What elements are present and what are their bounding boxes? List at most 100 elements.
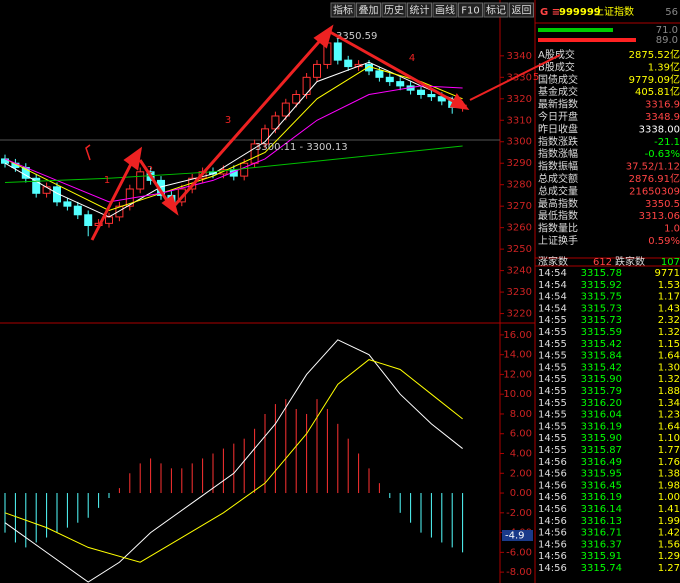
y-tick-label: 14.00 xyxy=(503,350,532,361)
tick-time: 14:56 xyxy=(538,480,567,491)
toolbar-button[interactable] xyxy=(407,2,432,18)
tick-price: 3316.04 xyxy=(581,410,622,421)
y-tick-label: 4.00 xyxy=(510,449,532,460)
tick-time: 14:55 xyxy=(538,398,567,409)
y-tick-label: 3300 xyxy=(507,137,532,148)
candle-body xyxy=(115,205,124,218)
tick-volume: 1.53 xyxy=(658,280,680,291)
step-label: 2 xyxy=(147,165,153,176)
toolbar-label[interactable]: 画线 xyxy=(435,4,455,17)
breadth-value: 107 xyxy=(661,257,680,268)
tick-time: 14:56 xyxy=(538,539,567,550)
tick-time: 14:54 xyxy=(538,268,567,279)
stat-label: B股成交 xyxy=(538,60,575,73)
range-label: 3300.11 - 3300.13 xyxy=(255,142,348,153)
tick-time: 14:56 xyxy=(538,492,567,503)
tick-price: 3315.91 xyxy=(581,551,622,562)
toolbar-label[interactable]: 返回 xyxy=(512,5,532,17)
candle-body xyxy=(333,42,342,61)
indicator-line xyxy=(4,359,463,563)
tick-volume: 1.17 xyxy=(658,292,680,303)
breadth-label: 跌家数 xyxy=(615,255,645,268)
indicator-line xyxy=(4,339,463,583)
tick-volume: 9771 xyxy=(655,268,680,279)
tick-volume: 1.23 xyxy=(658,410,680,421)
tick-price: 3316.71 xyxy=(581,528,622,539)
candle-body xyxy=(292,93,301,104)
y-tick-label: 3280 xyxy=(507,180,532,191)
toolbar-button[interactable] xyxy=(458,2,483,18)
cursor-box xyxy=(502,530,533,541)
toolbar-label[interactable]: 标记 xyxy=(486,5,506,17)
tick-time: 14:54 xyxy=(538,292,567,303)
stat-label: 最低指数 xyxy=(538,209,578,222)
y-tick-label: 3270 xyxy=(507,201,532,212)
toolbar-label[interactable]: 指标 xyxy=(333,4,353,17)
candle-body xyxy=(73,205,82,216)
tick-price: 3315.73 xyxy=(581,315,622,326)
stat-label: 国债成交 xyxy=(538,73,578,86)
y-tick-label: 3320 xyxy=(507,94,532,105)
toolbar-label[interactable]: 叠加 xyxy=(359,5,379,17)
stat-value: 3348.9 xyxy=(645,112,680,123)
stat-value: 3316.9 xyxy=(645,100,680,111)
tick-volume: 1.42 xyxy=(658,528,680,539)
y-tick-label: 6.00 xyxy=(510,429,532,440)
indicator-line xyxy=(4,85,463,203)
stat-label: 指数量比 xyxy=(538,222,578,235)
tick-volume: 1.43 xyxy=(658,303,680,314)
y-tick-label: 3250 xyxy=(507,244,532,255)
tick-price: 3315.74 xyxy=(581,563,622,574)
candle-body xyxy=(385,76,394,83)
stat-value: 1.0 xyxy=(664,224,680,235)
candle-body xyxy=(417,89,425,95)
toolbar-button[interactable] xyxy=(483,2,509,18)
header-prefix: G ≡ xyxy=(540,7,560,18)
tick-price: 3315.73 xyxy=(581,303,622,314)
tick-volume: 1.41 xyxy=(658,504,680,515)
high-label: 3350.59 xyxy=(336,31,377,42)
tick-time: 14:55 xyxy=(538,315,567,326)
header-name: 上证指数 xyxy=(594,5,634,18)
toolbar-button[interactable] xyxy=(381,2,407,18)
toolbar-label[interactable]: 统计 xyxy=(410,4,430,17)
tick-volume: 1.64 xyxy=(658,421,680,432)
y-tick-label: -6.00 xyxy=(506,547,532,558)
toolbar-button[interactable] xyxy=(330,2,356,18)
toolbar-button[interactable] xyxy=(432,2,458,18)
y-tick-label: 3310 xyxy=(507,115,532,126)
stat-value: -21.1 xyxy=(654,137,680,148)
indicator-line xyxy=(4,66,463,212)
y-tick-label: 3220 xyxy=(507,309,532,320)
toolbar-label[interactable]: F10 xyxy=(461,6,479,17)
tick-price: 3316.19 xyxy=(581,421,622,432)
stat-value: 37.52/1.12 xyxy=(626,162,680,173)
tick-price: 3315.84 xyxy=(581,351,622,362)
y-tick-label: 3240 xyxy=(507,266,532,277)
toolbar-label[interactable]: 历史 xyxy=(384,5,404,17)
tick-price: 3316.49 xyxy=(581,457,622,468)
tick-price: 3315.59 xyxy=(581,327,622,338)
stat-value: 405.81亿 xyxy=(635,85,680,98)
toolbar-button[interactable] xyxy=(509,2,534,18)
toolbar-button[interactable] xyxy=(356,2,381,18)
tick-volume: 1.30 xyxy=(658,362,680,373)
candle-body xyxy=(375,70,384,78)
tick-time: 14:55 xyxy=(538,410,567,421)
candle-body xyxy=(427,93,436,98)
stat-label: 指数涨幅 xyxy=(538,147,578,160)
tick-time: 14:54 xyxy=(538,303,567,314)
bar xyxy=(538,28,613,32)
tick-price: 3315.90 xyxy=(581,433,622,444)
tick-time: 14:56 xyxy=(538,516,567,527)
candle-body xyxy=(396,81,405,87)
tick-volume: 1.77 xyxy=(658,445,680,456)
y-tick-label: 3340 xyxy=(507,51,532,62)
stat-value: 1.39亿 xyxy=(648,60,680,73)
candle-body xyxy=(271,115,280,130)
stat-value: 21650309 xyxy=(629,186,680,197)
stat-label: 最新指数 xyxy=(538,98,578,111)
y-tick-label: 10.00 xyxy=(503,389,532,400)
y-tick-label: 3230 xyxy=(507,287,532,298)
